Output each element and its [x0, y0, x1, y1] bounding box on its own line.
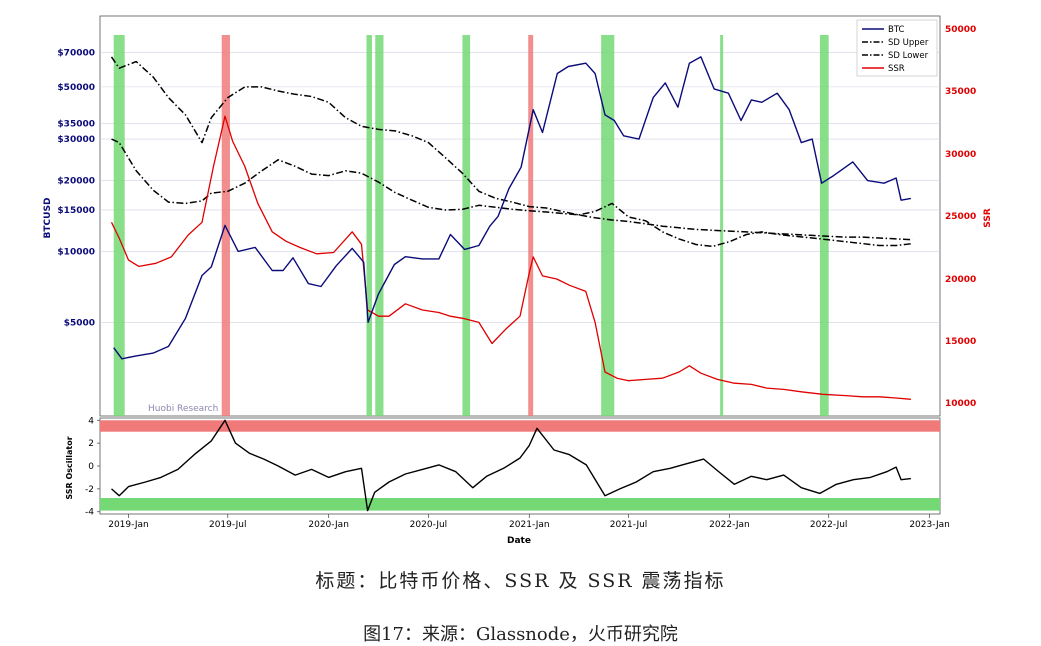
- y-tick-label: $5000: [64, 318, 95, 328]
- main-plot-frame: [99, 15, 941, 417]
- y-axis-title: BTCUSD: [43, 198, 53, 239]
- buy-signal-band: [366, 35, 372, 416]
- x-tick-label: 2023-Jan: [909, 520, 950, 530]
- y2-tick-label: 25000: [945, 212, 976, 222]
- oscillator-oversold-band: [100, 498, 940, 511]
- x-axis-title: Date: [507, 536, 531, 546]
- x-tick-label: 2021-Jul: [610, 520, 648, 530]
- y-tick-label: $30000: [57, 135, 95, 145]
- x-tick-label: 2019-Jul: [209, 520, 247, 530]
- y-tick-label: $70000: [57, 48, 95, 58]
- osc-tick-label: 4: [88, 416, 94, 426]
- tick-layer: $5000 $10000 $15000 $20000 $30000 $35000 $5000…: [57, 0, 976, 530]
- figure-source: 图17：来源：Glassnode，火币研究院: [363, 624, 678, 645]
- x-tick-label: 2020-Jan: [308, 520, 349, 530]
- y-tick-label: $35000: [57, 119, 95, 129]
- legend-label-sd-lower: SD Lower: [888, 51, 929, 61]
- btc-price-line: [113, 56, 912, 360]
- y2-tick-label: 20000: [945, 275, 976, 285]
- y-tick-label: $20000: [57, 177, 95, 187]
- y2-tick-label: 30000: [945, 150, 976, 160]
- sd-upper-line: [110, 56, 913, 241]
- osc-tick-label: 0: [88, 462, 94, 472]
- buy-signal-band: [375, 35, 384, 416]
- x-tick-label: 2020-Jul: [410, 520, 448, 530]
- y2-tick-label: 70000: [945, 0, 976, 3]
- watermark: Huobi Research: [148, 404, 218, 414]
- y-tick-label: $10000: [57, 247, 95, 257]
- legend: BTC SD Upper SD Lower SSR: [856, 19, 938, 77]
- oscillator-axis-title: SSR Oscillator: [65, 436, 74, 499]
- osc-tick-label: -4: [85, 508, 94, 518]
- ssr-oscillator-line: [111, 419, 911, 512]
- osc-tick-label: 2: [88, 439, 94, 449]
- y2-tick-label: 50000: [945, 25, 976, 35]
- legend-label-sd-upper: SD Upper: [888, 38, 929, 48]
- y-tick-label: $50000: [57, 83, 95, 93]
- ssr-line: [110, 115, 911, 400]
- y2-tick-label: 35000: [945, 87, 976, 97]
- y-tick-label: $15000: [57, 206, 95, 216]
- x-tick-label: 2022-Jul: [810, 520, 848, 530]
- legend-label-ssr: SSR: [888, 64, 905, 74]
- buy-signal-band: [113, 35, 125, 416]
- y2-tick-label: 10000: [945, 399, 976, 409]
- x-tick-label: 2022-Jan: [709, 520, 750, 530]
- y2-axis-title: SSR: [983, 208, 993, 228]
- figure-caption: 标题：比特币价格、SSR 及 SSR 震荡指标: [315, 570, 726, 592]
- legend-label-btc: BTC: [888, 25, 905, 35]
- x-tick-label: 2021-Jan: [509, 520, 550, 530]
- buy-signal-band: [462, 35, 471, 416]
- buy-signal-band: [720, 35, 724, 416]
- buy-signal-band: [601, 35, 615, 416]
- series-layer: [110, 56, 913, 512]
- x-tick-label: 2019-Jan: [108, 520, 149, 530]
- osc-tick-label: -2: [85, 485, 94, 495]
- oscillator-overbought-band: [100, 420, 940, 432]
- buy-signal-band: [819, 35, 829, 416]
- y2-tick-label: 15000: [945, 337, 976, 347]
- sell-signal-band: [528, 35, 534, 416]
- sd-lower-line: [111, 138, 913, 248]
- btc-ssr-chart: $5000 $10000 $15000 $20000 $30000 $35000 $5000…: [43, 0, 993, 546]
- signal-bands: [100, 35, 940, 511]
